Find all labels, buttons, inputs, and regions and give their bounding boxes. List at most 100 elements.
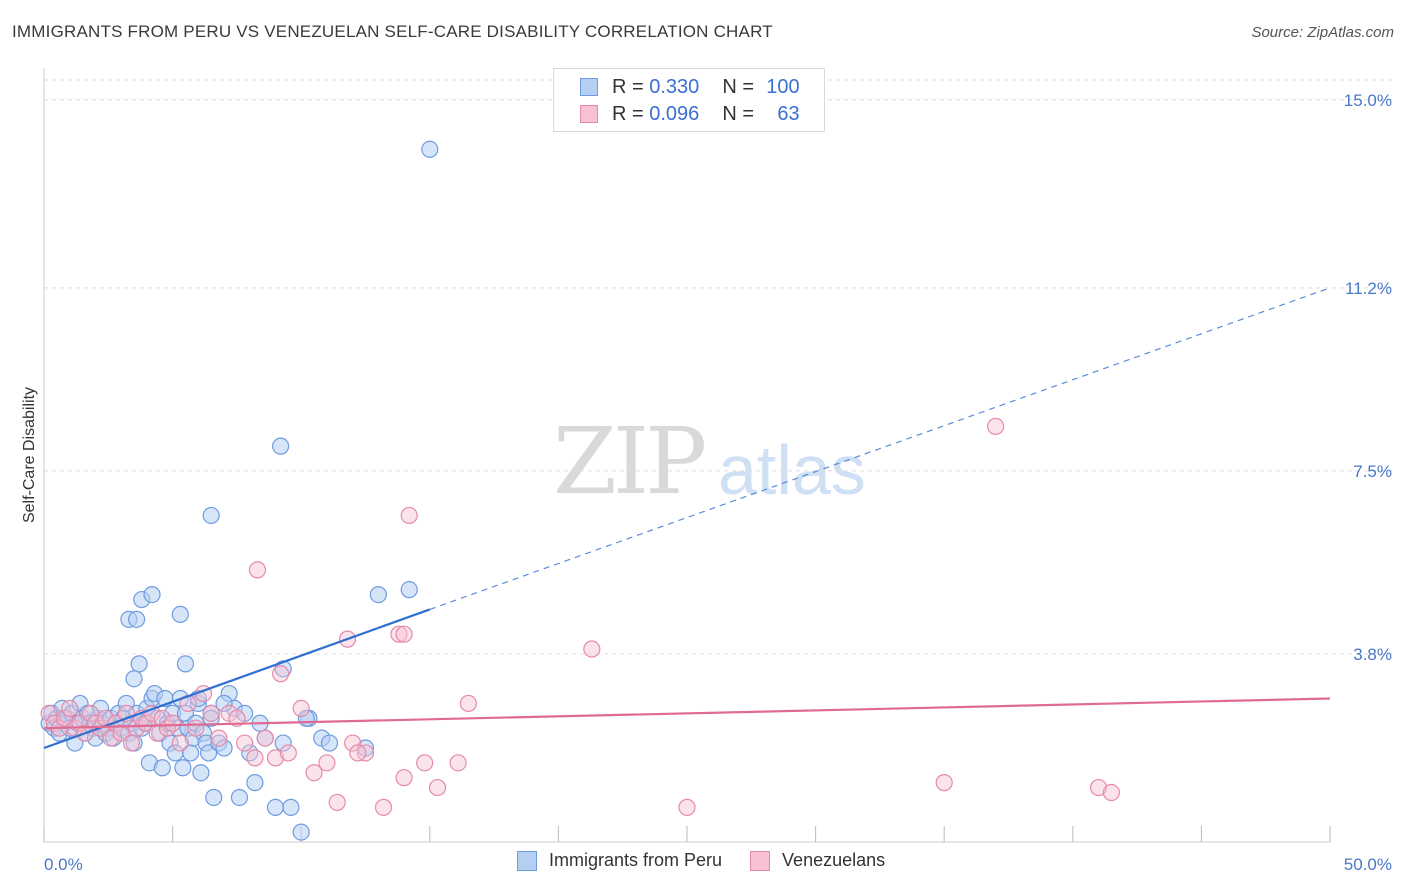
stats-legend: R = 0.330 N = 100 R = 0.096 N = 63 <box>553 68 825 132</box>
data-point-venezuelans <box>127 719 146 737</box>
data-point-peru <box>192 764 210 782</box>
data-point-venezuelans <box>55 709 74 727</box>
y-tick-label: 3.8% <box>1353 645 1392 664</box>
legend-swatch-venezuelans <box>580 105 598 123</box>
data-point-venezuelans <box>202 704 220 722</box>
data-point-peru <box>246 774 264 792</box>
data-point-venezuelans <box>171 734 189 752</box>
data-point-peru <box>202 506 220 525</box>
data-point-venezuelans <box>164 714 182 732</box>
watermark-zip: ZIP <box>553 408 707 515</box>
x-tick-label: 50.0% <box>1344 855 1392 874</box>
legend-item-peru[interactable]: Immigrants from Peru <box>517 850 722 871</box>
data-point-venezuelans <box>416 754 434 772</box>
data-point-venezuelans <box>987 417 1005 435</box>
data-point-peru <box>153 759 171 777</box>
y-tick-label: 7.5% <box>1353 462 1392 481</box>
chart-title: IMMIGRANTS FROM PERU VS VENEZUELAN SELF-… <box>12 22 773 41</box>
trend-line-venezuelans <box>43 697 1331 730</box>
data-point-venezuelans <box>349 744 367 762</box>
data-point-venezuelans <box>344 734 362 752</box>
data-point-peru <box>421 140 439 158</box>
data-point-venezuelans <box>395 625 413 643</box>
data-point-peru <box>171 605 189 623</box>
data-point-peru <box>125 670 143 688</box>
data-point-venezuelans <box>210 729 228 747</box>
data-point-venezuelans <box>678 798 696 816</box>
trend-line-peru-extension <box>429 287 1331 611</box>
data-point-venezuelans <box>400 506 418 525</box>
data-point-venezuelans <box>272 665 290 683</box>
data-point-venezuelans <box>1089 778 1108 797</box>
data-point-venezuelans <box>935 774 953 792</box>
legend-swatch-peru <box>517 850 537 871</box>
data-point-venezuelans <box>143 704 161 722</box>
data-point-venezuelans <box>390 625 408 643</box>
data-point-venezuelans <box>449 754 467 772</box>
data-point-venezuelans <box>81 704 99 722</box>
legend-item-venezuelans[interactable]: Venezuelans <box>750 850 885 871</box>
data-point-venezuelans <box>395 769 413 787</box>
data-point-peru <box>369 585 387 604</box>
data-point-venezuelans <box>459 694 477 713</box>
data-point-venezuelans <box>112 724 130 742</box>
data-point-peru <box>230 788 249 807</box>
data-point-venezuelans <box>305 764 323 782</box>
x-tick-label: 0.0% <box>44 855 83 874</box>
data-point-peru <box>241 744 259 762</box>
data-point-peru <box>266 798 285 816</box>
legend-n-value: 100 <box>766 75 800 98</box>
legend-row-peru: R = 0.330 N = 100 <box>554 74 800 100</box>
data-point-venezuelans <box>279 744 297 762</box>
data-point-venezuelans <box>187 719 205 737</box>
tick-labels: 3.8% 7.5% 11.2% 15.0% 0.0% 50.0% Self-Care Dis… <box>21 91 1392 874</box>
data-point-venezuelans <box>246 749 264 767</box>
data-point-venezuelans <box>248 561 267 579</box>
data-point-peru <box>143 585 161 604</box>
legend-r-label: R = <box>612 75 644 98</box>
data-point-peru <box>274 734 292 752</box>
source-credit: Source: ZipAtlas.com <box>1251 24 1394 41</box>
y-tick-label: 11.2% <box>1345 279 1392 298</box>
data-point-venezuelans <box>428 778 447 797</box>
legend-n-label: N = <box>722 102 755 125</box>
series-legend: Immigrants from Peru Venezuelans <box>517 850 913 871</box>
data-point-peru <box>127 610 146 628</box>
data-point-peru <box>292 823 310 841</box>
legend-swatch-peru <box>580 78 598 96</box>
data-point-peru <box>174 759 192 777</box>
legend-n-label: N = <box>722 75 755 98</box>
data-point-peru <box>215 694 233 713</box>
data-point-peru <box>400 581 418 599</box>
data-point-venezuelans <box>236 734 254 752</box>
y-axis-title: Self-Care Disability <box>21 387 38 523</box>
legend-swatch-venezuelans <box>750 850 771 871</box>
data-point-peru <box>202 709 220 727</box>
data-point-peru <box>274 660 292 678</box>
data-point-peru <box>320 734 339 752</box>
data-point-peru <box>215 739 233 757</box>
legend-row-venezuelans: R = 0.096 N = 63 <box>554 101 800 127</box>
grid-lines <box>44 79 1392 655</box>
data-point-venezuelans <box>228 709 246 727</box>
data-point-peru <box>282 798 300 816</box>
data-point-venezuelans <box>138 714 156 732</box>
legend-r-label: R = <box>612 102 644 125</box>
data-point-venezuelans <box>318 754 336 772</box>
data-point-venezuelans <box>292 699 310 718</box>
data-point-venezuelans <box>1102 783 1120 802</box>
data-point-peru <box>117 694 135 713</box>
watermark-atlas: atlas <box>718 431 866 509</box>
trend-line-peru <box>43 608 431 750</box>
data-point-peru <box>205 788 223 807</box>
data-point-venezuelans <box>583 640 601 658</box>
legend-n-value: 63 <box>777 102 800 125</box>
data-point-venezuelans <box>122 734 141 752</box>
data-point-venezuelans <box>40 704 58 722</box>
legend-label-venezuelans: Venezuelans <box>782 850 886 870</box>
data-point-peru <box>176 655 195 673</box>
legend-label-peru: Immigrants from Peru <box>549 850 723 870</box>
data-point-peru <box>130 655 148 673</box>
data-point-venezuelans <box>266 749 285 767</box>
